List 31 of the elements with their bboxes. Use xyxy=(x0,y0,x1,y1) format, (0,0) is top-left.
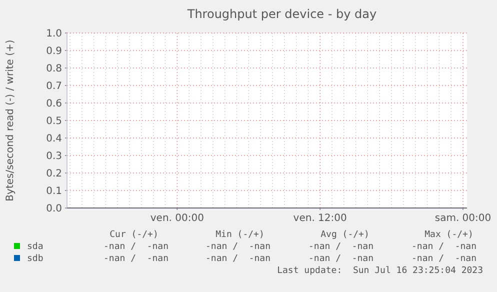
y-tick-label: 1.0 xyxy=(46,28,62,40)
text: -nan / -nan xyxy=(103,242,169,252)
text: -nan / -nan xyxy=(308,254,374,264)
text: -nan / -nan xyxy=(411,242,477,252)
text: -nan / -nan xyxy=(103,254,169,264)
text: Min (-/+) xyxy=(216,230,264,240)
x-tick-label: sam. 00:00 xyxy=(434,213,492,224)
text: Avg (-/+) xyxy=(320,230,370,240)
text: Max (-/+) xyxy=(424,230,474,240)
text: -nan / -nan xyxy=(308,242,374,252)
text: Last update: Sun Jul 16 23:25:04 2023 xyxy=(277,266,483,276)
legend-label: sda xyxy=(27,242,44,252)
y-tick-label: 0.7 xyxy=(46,81,62,92)
y-tick-label: 0.2 xyxy=(46,168,62,180)
y-tick-label: 0.0 xyxy=(46,204,62,214)
y-tick-label: 0.6 xyxy=(46,98,62,110)
y-tick-label: 0.1 xyxy=(46,186,62,197)
chart-title: Throughput per device - by day xyxy=(186,7,377,21)
y-axis-title: Bytes/second read (-) / write (+) xyxy=(5,40,16,202)
y-tick-label: 0.9 xyxy=(46,46,62,57)
y-tick-label: 0.4 xyxy=(46,134,62,144)
y-tick-label: 0.8 xyxy=(46,64,62,74)
y-tick-label: 0.3 xyxy=(46,151,62,162)
text: -nan / -nan xyxy=(205,242,271,252)
legend-label: sdb xyxy=(27,254,44,264)
text: -nan / -nan xyxy=(411,254,477,264)
x-tick-label: ven. 00:00 xyxy=(150,213,204,224)
text: Cur (-/+) xyxy=(110,230,158,240)
x-tick-label: ven. 12:00 xyxy=(293,213,347,224)
text: -nan / -nan xyxy=(205,254,271,264)
y-tick-label: 0.5 xyxy=(46,116,62,127)
